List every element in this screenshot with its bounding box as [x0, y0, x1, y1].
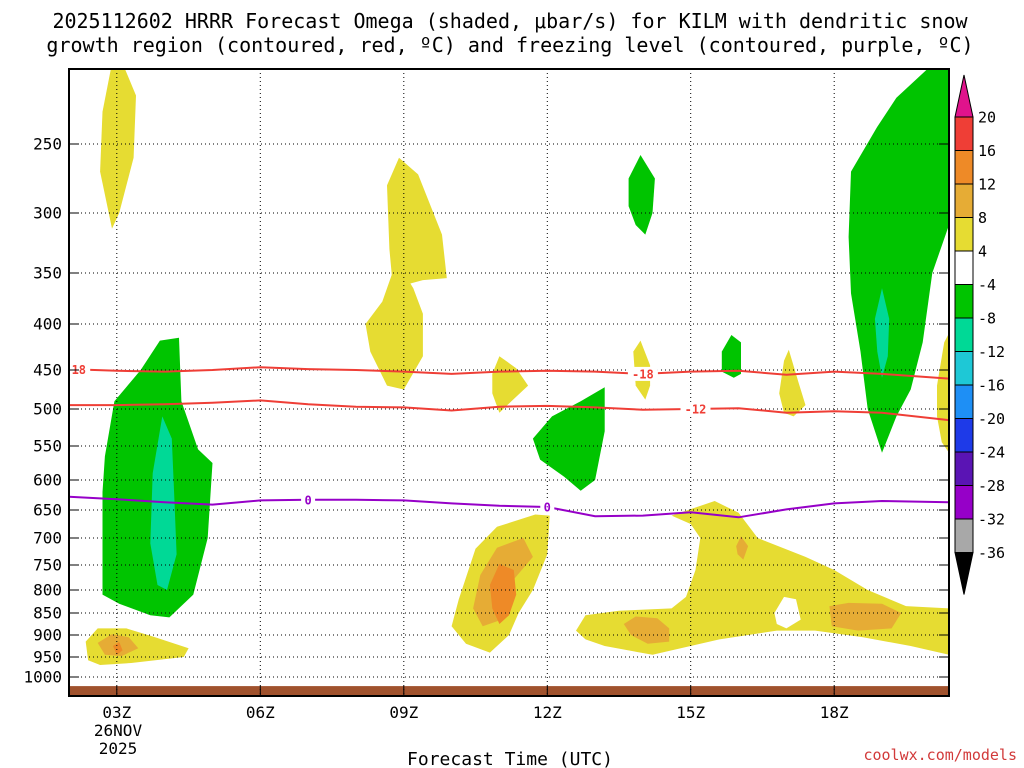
colorbar-label-0: 20: [978, 109, 996, 127]
colorbar: 20 16 12 8 4 -4 -8 -12 -16 -20 -24 -28 -32 -36: [954, 74, 1005, 595]
contour-label-dgz-minus18-label2: -18: [632, 367, 654, 381]
y-tick-label-1000: 1000: [23, 668, 62, 687]
x-date-line1: 26NOV: [94, 721, 143, 740]
contour-label-dgz-minus12: -12: [685, 402, 707, 416]
contour-label-bg-dgz-minus12: [680, 401, 711, 416]
omega-region-teal-19z: [874, 288, 890, 378]
y-axis-ticks: 250 300 350 400 450 500 550 600 650 700 750 800 850 9…: [23, 135, 949, 687]
omega-region-orange-18z: [829, 602, 902, 631]
contour-dgz-minus12: [69, 399, 949, 422]
y-tick-label-650: 650: [33, 501, 62, 520]
y-tick-label-750: 750: [33, 556, 62, 575]
omega-region-green-14z: [628, 155, 655, 235]
colorbar-segment-6: [954, 250, 974, 285]
y-tick-label-450: 450: [33, 361, 62, 380]
colorbar-label-7: -12: [978, 343, 1005, 361]
ground-surface: [69, 686, 949, 696]
x-tick-label-18Z: 18Z: [820, 703, 849, 722]
omega-region-yellow-11z-small: [492, 356, 529, 413]
colorbar-segment-2: [954, 116, 974, 151]
omega-region-yellow-20z-edge: [937, 333, 949, 453]
colorbar-bottom-arrow: [954, 552, 974, 595]
x-tick-label-12Z: 12Z: [533, 703, 562, 722]
colorbar-segment-4: [954, 183, 974, 218]
colorbar-segment-9: [954, 351, 974, 386]
omega-region-yellow-09z-upper: [387, 157, 447, 286]
x-tick-label-03Z: 03Z: [102, 703, 131, 722]
colorbar-segment-8: [954, 317, 974, 352]
colorbar-label-10: -24: [978, 444, 1005, 462]
omega-region-yellow-17z-small: [779, 349, 806, 417]
colorbar-label-4: 4: [978, 243, 987, 261]
y-tick-label-250: 250: [33, 135, 62, 154]
y-tick-label-400: 400: [33, 315, 62, 334]
y-tick-label-700: 700: [33, 529, 62, 548]
contour-label-bg-dgz-minus18: [69, 362, 91, 377]
y-tick-label-800: 800: [33, 581, 62, 600]
omega-region-yellow-09z-mid: [365, 261, 423, 390]
contour-label-bg-freezing-level-label2: [540, 500, 555, 514]
omega-region-upper-yellow-03z: [100, 69, 136, 229]
y-tick-label-600: 600: [33, 471, 62, 490]
y-tick-label-500: 500: [33, 400, 62, 419]
colorbar-label-1: 16: [978, 142, 996, 160]
colorbar-segment-12: [954, 451, 974, 486]
colorbar-label-11: -28: [978, 477, 1005, 495]
x-date-line2: 2025: [99, 739, 138, 758]
contour-label-bg-dgz-minus18-label2: [627, 366, 658, 381]
omega-region-green-19z: [848, 69, 949, 453]
y-tick-label-350: 350: [33, 264, 62, 283]
x-tick-label-09Z: 09Z: [389, 703, 418, 722]
chart-title-line2: growth region (contoured, red, ºC) and f…: [46, 33, 973, 57]
omega-region-orange-16z-small: [736, 536, 749, 560]
omega-region-lower-core-03z: [113, 642, 123, 655]
y-tick-label-950: 950: [33, 648, 62, 667]
omega-region-teal-03z: [150, 416, 177, 590]
omega-shaded-regions: [85, 69, 949, 665]
y-tick-label-850: 850: [33, 604, 62, 623]
x-tick-label-15Z: 15Z: [676, 703, 705, 722]
colorbar-label-8: -16: [978, 377, 1005, 395]
colorbar-label-2: 12: [978, 176, 996, 194]
x-axis-ticks: 03Z 06Z 09Z 12Z 15Z 18Z: [102, 686, 849, 722]
omega-region-orange-core-11z: [489, 563, 517, 624]
credit-text: coolwx.com/models: [863, 746, 1017, 764]
colorbar-label-13: -36: [978, 544, 1005, 562]
colorbar-segment-5: [954, 217, 974, 252]
colorbar-top-arrow: [954, 74, 974, 118]
colorbar-label-9: -20: [978, 410, 1005, 428]
colorbar-segment-13: [954, 485, 974, 520]
contour-dgz-minus18: [69, 366, 949, 380]
grid-lines: [69, 69, 949, 696]
chart-title-line1: 2025112602 HRRR Forecast Omega (shaded, …: [52, 9, 968, 33]
y-tick-label-900: 900: [33, 626, 62, 645]
colorbar-segment-14: [954, 518, 974, 553]
colorbar-label-3: 8: [978, 209, 987, 227]
colorbar-label-5: -4: [978, 276, 996, 294]
colorbar-segment-11: [954, 418, 974, 453]
omega-region-orange-14z: [623, 616, 670, 644]
plot-frame: [68, 68, 950, 697]
y-tick-label-300: 300: [33, 204, 62, 223]
contour-label-freezing-level: 0: [304, 493, 311, 507]
omega-region-white-hole-17z: [774, 596, 801, 629]
x-axis-label: Forecast Time (UTC): [407, 749, 613, 768]
contour-freezing-level: [69, 495, 949, 519]
colorbar-label-12: -32: [978, 511, 1005, 529]
colorbar-segment-10: [954, 384, 974, 419]
colorbar-segment-3: [954, 150, 974, 185]
contour-label-bg-freezing-level: [301, 492, 316, 507]
contour-label-freezing-level-label2: 0: [544, 501, 551, 515]
omega-region-green-16z: [721, 335, 741, 378]
y-tick-label-550: 550: [33, 437, 62, 456]
x-tick-label-06Z: 06Z: [246, 703, 275, 722]
colorbar-segment-7: [954, 284, 974, 319]
omega-region-green-12z: [532, 387, 605, 491]
colorbar-label-6: -8: [978, 310, 996, 328]
